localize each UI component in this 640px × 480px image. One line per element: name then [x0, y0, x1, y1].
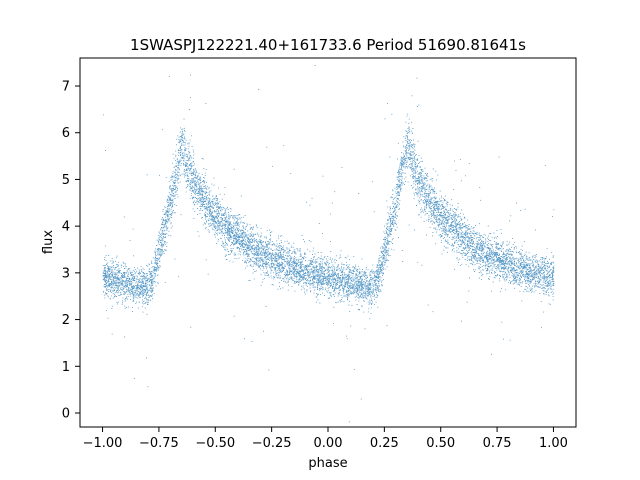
- y-axis-label: flux: [41, 230, 56, 254]
- y-tick-label: 1: [62, 360, 70, 375]
- x-tick-label: 1.00: [539, 436, 568, 451]
- data-points: [102, 65, 555, 423]
- x-tick-label: 0.50: [426, 436, 455, 451]
- x-tick-label: 0.75: [483, 436, 512, 451]
- y-tick-label: 2: [62, 313, 70, 328]
- x-tick-label: −1.00: [83, 436, 123, 451]
- x-tick-label: −0.75: [139, 436, 179, 451]
- x-tick-label: −0.25: [252, 436, 292, 451]
- chart-title: 1SWASPJ122221.40+161733.6 Period 51690.8…: [130, 36, 526, 54]
- x-tick-label: 0.00: [314, 436, 343, 451]
- scatter-points: [102, 65, 555, 423]
- y-tick-label: 5: [62, 173, 70, 188]
- x-tick-label: −0.50: [195, 436, 235, 451]
- y-tick-label: 6: [62, 126, 70, 141]
- y-tick-label: 0: [62, 406, 70, 421]
- y-tick-label: 3: [62, 266, 70, 281]
- plot-frame: [79, 57, 577, 428]
- y-tick-label: 4: [62, 220, 70, 235]
- x-tick-label: 0.25: [370, 436, 399, 451]
- y-tick-label: 7: [62, 80, 70, 95]
- x-axis: −1.00 −0.75 −0.50 −0.25 0.00 0.25 0.50 0.75 1.00: [83, 427, 568, 451]
- y-axis: 0 1 2 3 4 5 6 7: [62, 80, 80, 421]
- x-axis-label: phase: [308, 456, 347, 471]
